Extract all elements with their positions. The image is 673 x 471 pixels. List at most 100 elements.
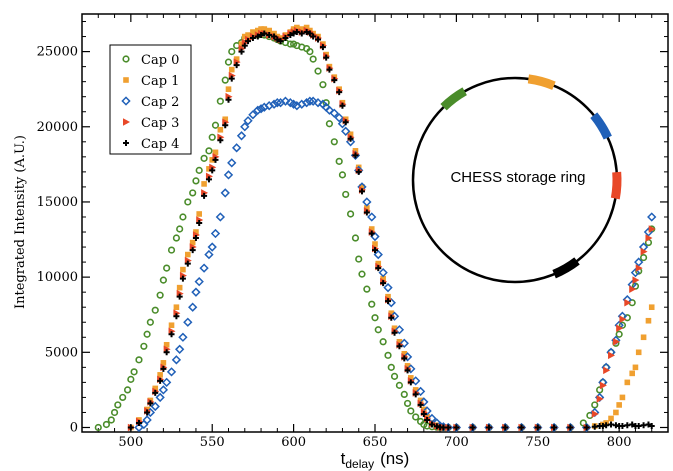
data-point	[217, 133, 225, 142]
data-point	[645, 421, 652, 428]
data-point	[399, 338, 409, 348]
data-point	[294, 24, 300, 31]
data-point	[146, 318, 154, 326]
storage-ring-label: CHESS storage ring	[450, 169, 585, 186]
data-point	[163, 341, 170, 348]
y-tick-label: 0	[70, 420, 78, 435]
data-point	[195, 166, 203, 174]
data-point	[201, 181, 207, 187]
data-point	[338, 171, 347, 179]
data-point	[616, 402, 622, 408]
data-point	[127, 424, 134, 431]
data-point	[185, 251, 191, 258]
data-point	[396, 343, 403, 350]
data-point	[502, 424, 509, 431]
data-point	[173, 304, 180, 311]
data-point	[147, 400, 154, 407]
data-point	[225, 96, 232, 103]
data-point	[222, 116, 229, 123]
data-point	[619, 315, 627, 324]
data-point	[303, 24, 310, 31]
data-point	[212, 156, 219, 163]
data-point	[233, 62, 240, 69]
data-point	[645, 234, 653, 242]
data-point	[144, 409, 151, 416]
data-point	[319, 44, 326, 51]
data-point	[613, 409, 619, 416]
data-point	[310, 33, 317, 40]
data-point	[387, 363, 395, 371]
legend-label: Cap 4	[141, 137, 179, 152]
series-cap-4	[127, 29, 655, 431]
legend-label: Cap 0	[141, 53, 179, 68]
data-point	[298, 30, 305, 37]
data-point	[160, 365, 167, 372]
data-point	[403, 399, 412, 408]
data-point	[140, 342, 148, 350]
data-point	[123, 386, 132, 394]
x-tick-label: 500	[118, 435, 143, 450]
data-point	[216, 97, 224, 105]
data-point	[180, 266, 186, 273]
data-point	[372, 247, 378, 254]
data-point	[323, 54, 330, 61]
data-point	[624, 298, 632, 307]
data-point	[417, 401, 424, 408]
data-point	[407, 379, 414, 386]
data-point	[192, 231, 200, 239]
legend-marker	[122, 55, 130, 63]
data-point	[222, 118, 230, 127]
data-point	[368, 300, 376, 308]
data-point	[208, 133, 216, 141]
data-point	[233, 56, 240, 62]
data-point	[286, 40, 294, 48]
data-point	[534, 424, 541, 431]
data-point	[591, 401, 599, 409]
data-point	[634, 257, 644, 267]
ring-marker-cap-4	[552, 257, 580, 279]
data-point	[396, 338, 403, 345]
data-point	[303, 29, 310, 36]
data-point	[224, 58, 233, 66]
data-point	[334, 113, 344, 123]
data-point	[290, 26, 297, 32]
data-point	[378, 267, 388, 278]
data-point	[176, 225, 184, 233]
data-point	[619, 394, 626, 401]
data-point	[225, 86, 232, 92]
data-point	[453, 424, 460, 431]
data-point	[223, 170, 234, 180]
data-point	[228, 71, 236, 80]
x-axis-label-main: t	[341, 449, 346, 468]
data-point	[212, 153, 220, 161]
data-point	[412, 387, 419, 393]
data-point	[401, 351, 408, 357]
data-point	[648, 225, 656, 233]
x-axis-label-unit: (ns)	[380, 449, 409, 468]
data-point	[176, 289, 184, 298]
data-point	[163, 345, 171, 354]
data-point	[152, 385, 159, 392]
data-point	[184, 198, 192, 206]
data-points	[94, 24, 657, 433]
data-point	[583, 424, 590, 431]
data-point	[142, 415, 152, 425]
y-tick-label: 25000	[37, 45, 78, 60]
data-point	[325, 120, 334, 128]
data-point	[199, 263, 209, 273]
data-point	[167, 246, 176, 254]
data-point	[363, 285, 371, 293]
data-point	[404, 367, 411, 374]
data-point	[380, 280, 387, 287]
data-point	[306, 47, 314, 56]
data-point	[375, 265, 382, 272]
data-point	[629, 285, 637, 293]
data-point	[271, 30, 277, 37]
data-point	[352, 152, 359, 159]
data-point	[227, 158, 237, 168]
data-point	[168, 327, 176, 336]
data-point	[363, 209, 370, 216]
data-point	[172, 234, 181, 242]
legend: Cap 0 Cap 1 Cap 2 Cap 3 Cap 4	[109, 44, 192, 155]
